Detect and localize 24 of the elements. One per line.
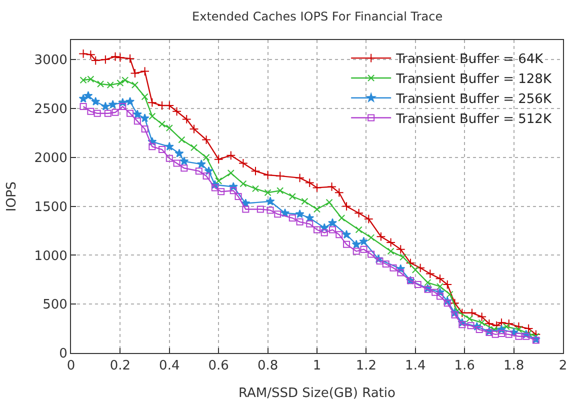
x-axis-title: RAM/SSD Size(GB) Ratio bbox=[238, 386, 396, 402]
x-tick-label: 0.2 bbox=[110, 358, 131, 374]
x-tick-label: 2 bbox=[558, 358, 568, 374]
y-axis-title: IOPS bbox=[4, 181, 20, 212]
y-tick-label: 2500 bbox=[34, 102, 68, 118]
y-tick-label: 3000 bbox=[34, 53, 68, 68]
chart-title: Extended Caches IOPS For Financial Trace bbox=[192, 10, 443, 24]
legend-label: Transient Buffer = 128K bbox=[395, 72, 552, 88]
legend-label: Transient Buffer = 512K bbox=[395, 112, 552, 127]
x-tick-label: 1.4 bbox=[405, 358, 426, 374]
x-tick-label: 0.4 bbox=[159, 358, 180, 374]
x-tick-label: 1.8 bbox=[503, 358, 524, 374]
x-tick-label: 0.6 bbox=[208, 358, 229, 374]
y-tick-label: 1500 bbox=[34, 200, 68, 215]
legend-label: Transient Buffer = 256K bbox=[395, 92, 552, 107]
x-tick-label: 1 bbox=[312, 358, 322, 374]
y-tick-label: 500 bbox=[42, 298, 68, 313]
y-tick-label: 2000 bbox=[34, 150, 68, 166]
x-tick-label: 1.2 bbox=[356, 358, 377, 374]
y-tick-label: 0 bbox=[59, 346, 68, 362]
x-tick-label: 0.8 bbox=[257, 358, 278, 374]
legend-label: Transient Buffer = 64K bbox=[395, 52, 544, 68]
x-tick-label: 1.6 bbox=[454, 358, 475, 374]
y-tick-label: 1000 bbox=[34, 248, 68, 264]
